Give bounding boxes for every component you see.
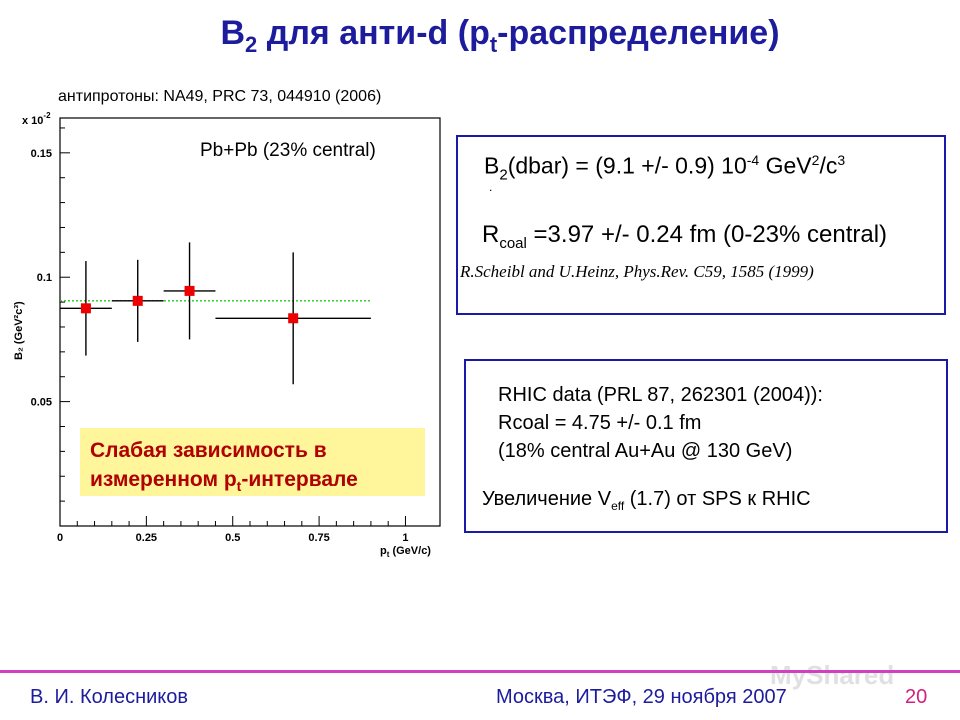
- citation: R.Scheibl and U.Heinz, Phys.Rev. C59, 15…: [460, 262, 814, 281]
- x-tick-label: 0: [57, 532, 63, 544]
- x-tick-label: 1: [402, 532, 408, 544]
- footer-author: В. И. Колесников: [30, 686, 189, 708]
- y-multiplier: x 10-2: [22, 111, 51, 127]
- x-tick-label: 0.5: [225, 532, 240, 544]
- b2-chart: x 10-2 B₂ (GeV²c³) pt (GeV/c) Pb+Pb (23%…: [13, 111, 441, 559]
- y-tick-label: 0.15: [31, 148, 52, 160]
- b2-formula: B2(dbar) = (9.1 +/- 0.9) 10-4 GeV2/c3: [484, 152, 846, 184]
- data-point: [184, 285, 195, 296]
- rhic-box: [464, 359, 948, 533]
- rhic-line-1: RHIC data (PRL 87, 262301 (2004)):: [498, 384, 823, 406]
- highlight-box: [80, 428, 425, 496]
- rcoal-formula: Rcoal =3.97 +/- 0.24 fm (0-23% central): [482, 221, 888, 252]
- reference-label: антипротоны: NA49, PRC 73, 044910 (2006): [58, 88, 382, 105]
- stray-dot: .: [489, 180, 493, 194]
- highlight-line-2: измеренном pt-интервале: [90, 468, 358, 495]
- x-axis-label: pt (GeV/c): [380, 545, 431, 559]
- footer-rule: [0, 670, 960, 673]
- watermark-logo: MyShared: [770, 660, 895, 690]
- highlight-text: Слабая зависимость в измеренном pt-интер…: [90, 436, 358, 501]
- highlight-line-1: Слабая зависимость в: [90, 439, 327, 462]
- data-point: [80, 303, 91, 314]
- rhic-line-2: Rcoal = 4.75 +/- 0.1 fm: [498, 412, 702, 434]
- y-tick-label: 0.1: [37, 272, 52, 284]
- footer-place: Москва, ИТЭФ, 29 ноября 2007: [496, 686, 787, 708]
- data-point: [288, 313, 299, 324]
- page-number: 20: [905, 686, 928, 708]
- rhic-line-3: (18% central Au+Au @ 130 GeV): [498, 440, 793, 462]
- coalescence-box: [456, 135, 946, 315]
- data-point: [132, 295, 143, 306]
- y-axis-label: B₂ (GeV²c³): [13, 301, 25, 360]
- slide-title: B2 для анти-d (pt-распределение): [220, 14, 780, 57]
- x-tick-label: 0.75: [308, 532, 329, 544]
- veff-line: Увеличение Veff (1.7) от SPS к RHIC: [482, 488, 811, 513]
- x-tick-label: 0.25: [136, 532, 157, 544]
- y-tick-label: 0.05: [31, 397, 52, 409]
- chart-annotation: Pb+Pb (23% central): [200, 140, 376, 161]
